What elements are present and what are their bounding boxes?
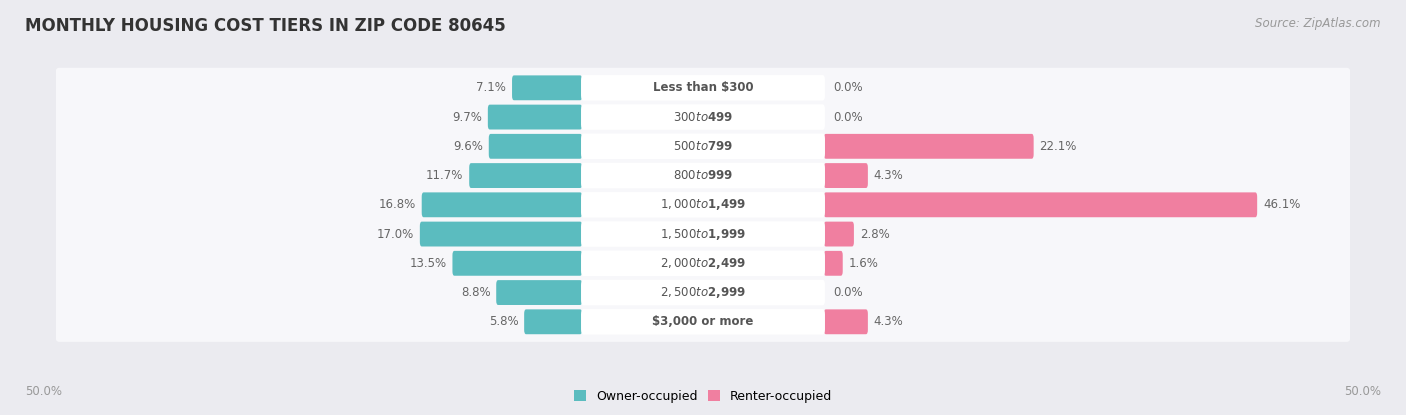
Text: 0.0%: 0.0%: [834, 81, 863, 94]
Text: 4.3%: 4.3%: [873, 315, 904, 328]
FancyBboxPatch shape: [55, 68, 1351, 108]
FancyBboxPatch shape: [470, 163, 582, 188]
Text: 22.1%: 22.1%: [1039, 140, 1077, 153]
FancyBboxPatch shape: [496, 280, 582, 305]
Text: 17.0%: 17.0%: [377, 227, 413, 241]
Text: 9.6%: 9.6%: [453, 140, 482, 153]
Text: 0.0%: 0.0%: [834, 110, 863, 124]
Text: 16.8%: 16.8%: [378, 198, 416, 211]
Legend: Owner-occupied, Renter-occupied: Owner-occupied, Renter-occupied: [574, 390, 832, 403]
Text: $1,500 to $1,999: $1,500 to $1,999: [659, 227, 747, 242]
FancyBboxPatch shape: [824, 163, 868, 188]
FancyBboxPatch shape: [824, 222, 853, 247]
Text: $2,000 to $2,499: $2,000 to $2,499: [659, 256, 747, 271]
FancyBboxPatch shape: [55, 273, 1351, 312]
FancyBboxPatch shape: [420, 222, 582, 247]
FancyBboxPatch shape: [824, 193, 1257, 217]
FancyBboxPatch shape: [55, 302, 1351, 342]
FancyBboxPatch shape: [581, 192, 825, 217]
FancyBboxPatch shape: [453, 251, 582, 276]
Text: $300 to $499: $300 to $499: [673, 110, 733, 124]
Text: 5.8%: 5.8%: [489, 315, 519, 328]
FancyBboxPatch shape: [581, 280, 825, 305]
FancyBboxPatch shape: [581, 309, 825, 334]
FancyBboxPatch shape: [581, 163, 825, 188]
Text: 2.8%: 2.8%: [859, 227, 890, 241]
FancyBboxPatch shape: [581, 251, 825, 276]
FancyBboxPatch shape: [581, 75, 825, 100]
Text: 50.0%: 50.0%: [25, 386, 62, 398]
Text: $2,500 to $2,999: $2,500 to $2,999: [659, 285, 747, 300]
FancyBboxPatch shape: [512, 76, 582, 100]
FancyBboxPatch shape: [581, 104, 825, 130]
FancyBboxPatch shape: [55, 243, 1351, 283]
FancyBboxPatch shape: [524, 309, 582, 334]
Text: Less than $300: Less than $300: [652, 81, 754, 94]
FancyBboxPatch shape: [581, 134, 825, 159]
Text: 50.0%: 50.0%: [1344, 386, 1381, 398]
FancyBboxPatch shape: [488, 105, 582, 129]
FancyBboxPatch shape: [422, 193, 582, 217]
Text: 0.0%: 0.0%: [834, 286, 863, 299]
Text: $1,000 to $1,499: $1,000 to $1,499: [659, 197, 747, 212]
Text: 13.5%: 13.5%: [409, 257, 447, 270]
FancyBboxPatch shape: [55, 214, 1351, 254]
Text: 4.3%: 4.3%: [873, 169, 904, 182]
FancyBboxPatch shape: [824, 251, 842, 276]
FancyBboxPatch shape: [55, 97, 1351, 137]
Text: $500 to $799: $500 to $799: [673, 140, 733, 153]
Text: 9.7%: 9.7%: [453, 110, 482, 124]
Text: 46.1%: 46.1%: [1263, 198, 1301, 211]
Text: 7.1%: 7.1%: [477, 81, 506, 94]
FancyBboxPatch shape: [489, 134, 582, 159]
Text: $3,000 or more: $3,000 or more: [652, 315, 754, 328]
Text: $800 to $999: $800 to $999: [673, 169, 733, 182]
FancyBboxPatch shape: [824, 309, 868, 334]
FancyBboxPatch shape: [55, 185, 1351, 225]
FancyBboxPatch shape: [581, 221, 825, 247]
FancyBboxPatch shape: [824, 134, 1033, 159]
FancyBboxPatch shape: [55, 126, 1351, 166]
Text: Source: ZipAtlas.com: Source: ZipAtlas.com: [1256, 17, 1381, 29]
FancyBboxPatch shape: [55, 156, 1351, 195]
Text: 11.7%: 11.7%: [426, 169, 464, 182]
Text: 8.8%: 8.8%: [461, 286, 491, 299]
Text: MONTHLY HOUSING COST TIERS IN ZIP CODE 80645: MONTHLY HOUSING COST TIERS IN ZIP CODE 8…: [25, 17, 506, 34]
Text: 1.6%: 1.6%: [849, 257, 879, 270]
